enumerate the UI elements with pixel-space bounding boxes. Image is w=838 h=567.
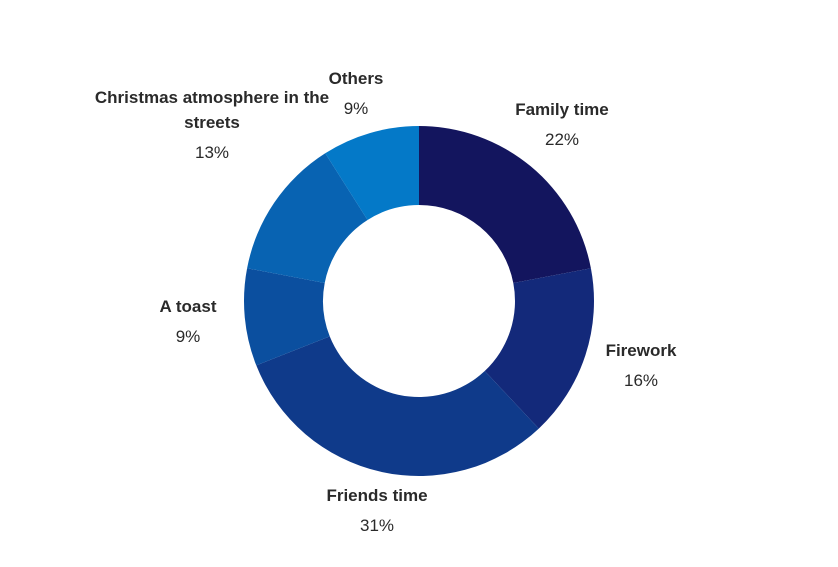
label-name-friends-time: Friends time <box>326 486 427 505</box>
label-others: Others 9% <box>329 69 384 118</box>
label-value-christmas-atmosphere-in-the-streets: 13% <box>195 143 229 162</box>
slice-labels: Family time 22% Firework 16% Friends time 31%… <box>95 69 677 535</box>
slice-family-time <box>419 126 591 284</box>
slice-christmas-atmosphere-in-the-streets <box>247 153 368 284</box>
label-value-firework: 16% <box>624 371 658 390</box>
label-name-christmas-atmosphere-in-the-streets-line-2: streets <box>184 113 240 132</box>
label-firework: Firework 16% <box>606 341 677 390</box>
label-name-others: Others <box>329 69 384 88</box>
label-name-firework: Firework <box>606 341 677 360</box>
slice-friends-time <box>256 336 539 476</box>
label-family-time: Family time 22% <box>515 100 609 149</box>
label-value-others: 9% <box>344 99 369 118</box>
label-value-family-time: 22% <box>545 130 579 149</box>
label-friends-time: Friends time 31% <box>326 486 427 535</box>
label-value-a-toast: 9% <box>176 327 201 346</box>
label-a-toast: A toast 9% <box>160 297 217 346</box>
label-christmas-atmosphere-in-the-streets: Christmas atmosphere in the streets 13% <box>95 88 329 162</box>
label-name-family-time: Family time <box>515 100 609 119</box>
donut-slices <box>244 126 594 476</box>
slice-a-toast <box>244 268 330 366</box>
label-name-a-toast: A toast <box>160 297 217 316</box>
slice-others <box>325 126 419 220</box>
slice-firework <box>484 268 594 429</box>
label-name-christmas-atmosphere-in-the-streets-line-1: Christmas atmosphere in the <box>95 88 329 107</box>
label-value-friends-time: 31% <box>360 516 394 535</box>
